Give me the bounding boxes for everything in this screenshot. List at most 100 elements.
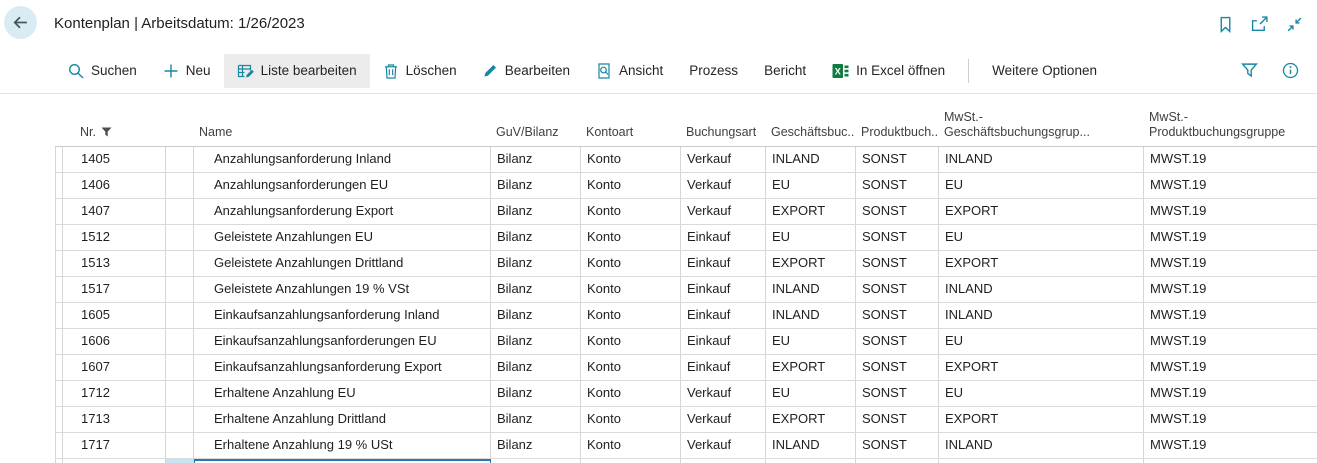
cell-mwst-geschaeftsbuchungsgruppe[interactable] [939,459,1144,463]
cell-buchungsart[interactable]: Verkauf [681,433,766,458]
cell-buchungsart[interactable]: Einkauf [681,277,766,302]
delete-button[interactable]: Löschen [370,54,470,88]
cell-mwst-produktbuchungsgruppe[interactable]: MWST.19 [1150,385,1207,400]
more-options-button[interactable]: Weitere Optionen [992,63,1097,78]
cell-kontoart[interactable]: Konto [581,173,681,198]
cell-guv-bilanz[interactable]: Bilanz [491,407,581,432]
cell-geschaeftsbuchungsgruppe[interactable]: EU [766,381,856,406]
cell-mwst-geschaeftsbuchungsgruppe[interactable]: INLAND [939,147,1144,172]
search-button[interactable]: Suchen [55,54,150,88]
cell-buchungsart[interactable]: Verkauf [681,407,766,432]
cell-guv-bilanz[interactable]: Bilanz [491,251,581,276]
cell-mwst-geschaeftsbuchungsgruppe[interactable]: INLAND [939,303,1144,328]
column-header-name[interactable]: Name [199,125,233,139]
cell-mwst-produktbuchungsgruppe[interactable]: MWST.19 [1150,281,1207,296]
cell-buchungsart[interactable] [681,459,766,463]
cell-mwst-geschaeftsbuchungsgruppe[interactable]: EU [939,329,1144,354]
cell-mwst-geschaeftsbuchungsgruppe[interactable]: INLAND [939,433,1144,458]
cell-name[interactable]: Anzahlungsanforderung Export [194,199,491,224]
cell-nr[interactable]: 1406 [63,173,166,198]
row-selector-cell[interactable] [56,277,63,302]
cell-nr[interactable] [63,459,166,463]
cell-kontoart[interactable]: Konto [581,147,681,172]
cell-produktbuchungsgruppe[interactable]: SONST [856,433,939,458]
cell-name[interactable]: Anzahlungsanforderung Inland [194,147,491,172]
cell-produktbuchungsgruppe[interactable]: SONST [856,225,939,250]
filter-icon[interactable] [1241,62,1258,79]
edit-list-button[interactable]: Liste bearbeiten [223,53,370,88]
cell-mwst-geschaeftsbuchungsgruppe[interactable]: EXPORT [939,251,1144,276]
cell-geschaeftsbuchungsgruppe[interactable]: EXPORT [766,251,856,276]
cell-produktbuchungsgruppe[interactable] [856,459,939,463]
cell-produktbuchungsgruppe[interactable]: SONST [856,173,939,198]
cell-name[interactable]: Geleistete Anzahlungen 19 % VSt [194,277,491,302]
row-selector-cell[interactable] [56,147,63,172]
row-selector-cell[interactable] [56,303,63,328]
column-header-geschaeftsbuchungsgruppe[interactable]: Geschäftsbuc... [771,125,855,139]
cell-buchungsart[interactable]: Verkauf [681,381,766,406]
cell-mwst-produktbuchungsgruppe[interactable]: MWST.19 [1150,229,1207,244]
cell-mwst-produktbuchungsgruppe[interactable]: MWST.19 [1150,177,1207,192]
cell-guv-bilanz[interactable]: Bilanz [491,355,581,380]
cell-produktbuchungsgruppe[interactable]: SONST [856,199,939,224]
cell-name[interactable]: Erhaltene Anzahlung 19 % USt [194,433,491,458]
cell-produktbuchungsgruppe[interactable]: SONST [856,251,939,276]
cell-mwst-geschaeftsbuchungsgruppe[interactable]: EXPORT [939,407,1144,432]
column-header-buchungsart[interactable]: Buchungsart [686,125,757,139]
column-header-guv-bilanz[interactable]: GuV/Bilanz [496,125,559,139]
cell-guv-bilanz[interactable]: Bilanz [491,381,581,406]
cell-kontoart[interactable]: Konto [581,277,681,302]
cell-name[interactable]: Geleistete Anzahlungen Drittland [194,251,491,276]
cell-name[interactable]: Einkaufsanzahlungsanforderungen EU [194,329,491,354]
cell-kontoart[interactable] [581,459,681,463]
cell-guv-bilanz[interactable] [491,459,581,463]
row-selector-cell[interactable] [56,433,63,458]
cell-mwst-geschaeftsbuchungsgruppe[interactable]: INLAND [939,277,1144,302]
cell-name[interactable]: Anzahlungsanforderungen EU [194,173,491,198]
cell-name-focused[interactable] [194,459,491,463]
bookmark-icon[interactable] [1217,16,1234,33]
cell-mwst-produktbuchungsgruppe[interactable]: MWST.19 [1150,255,1207,270]
cell-mwst-produktbuchungsgruppe[interactable]: MWST.19 [1150,333,1207,348]
cell-geschaeftsbuchungsgruppe[interactable]: EU [766,173,856,198]
cell-buchungsart[interactable]: Einkauf [681,355,766,380]
collapse-icon[interactable] [1286,16,1303,33]
cell-geschaeftsbuchungsgruppe[interactable] [766,459,856,463]
cell-produktbuchungsgruppe[interactable]: SONST [856,355,939,380]
column-header-nr[interactable]: Nr. [55,125,165,146]
cell-nr[interactable]: 1607 [63,355,166,380]
cell-mwst-geschaeftsbuchungsgruppe[interactable]: EXPORT [939,199,1144,224]
cell-guv-bilanz[interactable]: Bilanz [491,277,581,302]
cell-buchungsart[interactable]: Einkauf [681,225,766,250]
cell-produktbuchungsgruppe[interactable]: SONST [856,303,939,328]
cell-mwst-geschaeftsbuchungsgruppe[interactable]: EU [939,173,1144,198]
column-header-produktbuchungsgruppe[interactable]: Produktbuch... [861,125,938,139]
cell-buchungsart[interactable]: Verkauf [681,147,766,172]
cell-mwst-geschaeftsbuchungsgruppe[interactable]: EU [939,225,1144,250]
cell-kontoart[interactable]: Konto [581,251,681,276]
cell-geschaeftsbuchungsgruppe[interactable]: EXPORT [766,199,856,224]
cell-buchungsart[interactable]: Einkauf [681,251,766,276]
cell-nr[interactable]: 1517 [63,277,166,302]
cell-guv-bilanz[interactable]: Bilanz [491,147,581,172]
cell-name[interactable]: Erhaltene Anzahlung EU [194,381,491,406]
cell-guv-bilanz[interactable]: Bilanz [491,433,581,458]
cell-geschaeftsbuchungsgruppe[interactable]: INLAND [766,303,856,328]
cell-guv-bilanz[interactable]: Bilanz [491,225,581,250]
row-selector-cell[interactable] [56,459,63,463]
cell-geschaeftsbuchungsgruppe[interactable]: EXPORT [766,355,856,380]
row-selector-cell[interactable] [56,225,63,250]
cell-kontoart[interactable]: Konto [581,329,681,354]
cell-nr[interactable]: 1407 [63,199,166,224]
cell-produktbuchungsgruppe[interactable]: SONST [856,329,939,354]
cell-guv-bilanz[interactable]: Bilanz [491,173,581,198]
column-header-kontoart[interactable]: Kontoart [586,125,634,139]
cell-produktbuchungsgruppe[interactable]: SONST [856,381,939,406]
cell-name[interactable]: Geleistete Anzahlungen EU [194,225,491,250]
cell-kontoart[interactable]: Konto [581,407,681,432]
cell-nr[interactable]: 1606 [63,329,166,354]
cell-mwst-produktbuchungsgruppe[interactable]: MWST.19 [1150,203,1207,218]
cell-nr[interactable]: 1512 [63,225,166,250]
cell-buchungsart[interactable]: Verkauf [681,199,766,224]
open-in-excel-button[interactable]: X In Excel öffnen [819,54,958,88]
